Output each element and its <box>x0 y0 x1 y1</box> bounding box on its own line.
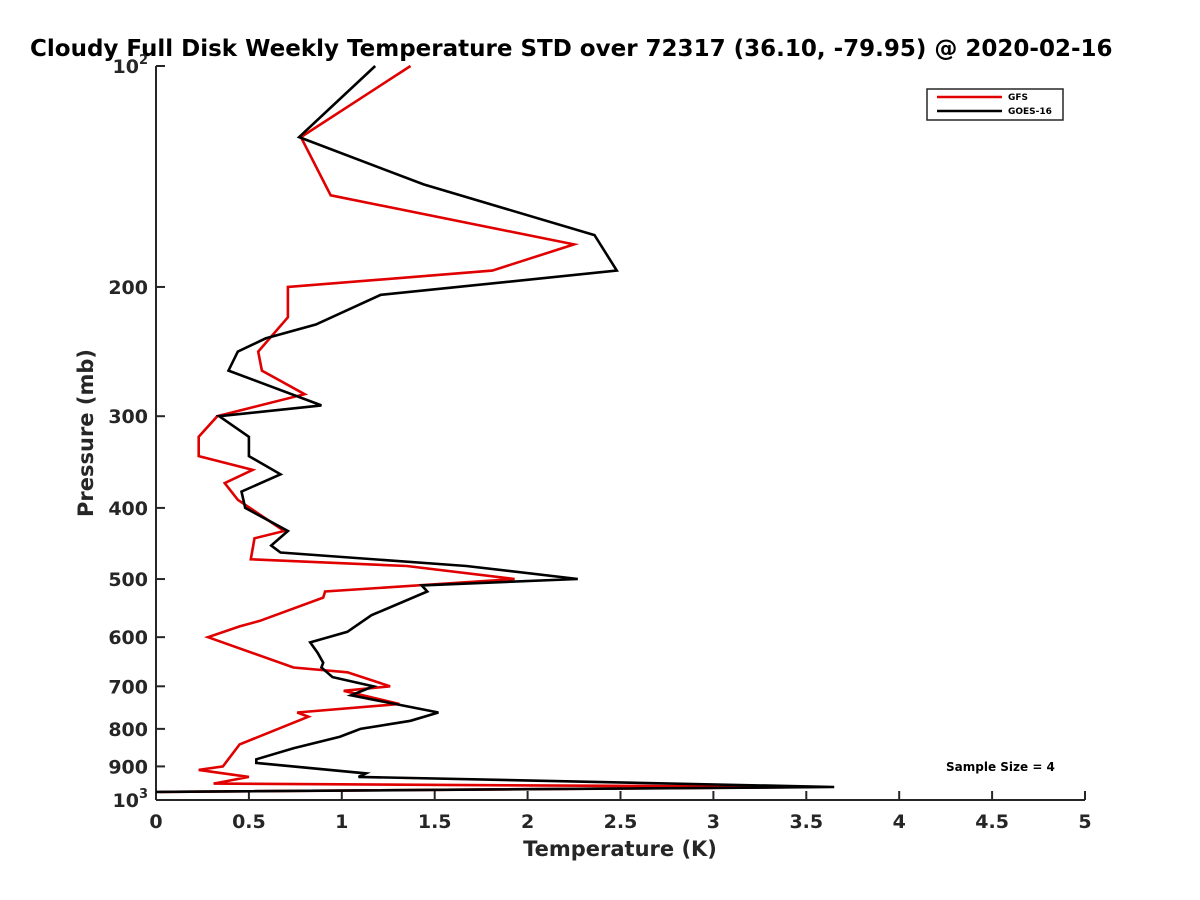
y-tick-label: 103 <box>113 787 149 812</box>
plot-axes: 0 0.5 1 1.5 2 2.5 3 3.5 4 4.5 5 102 200 300 400 500 600 7… <box>108 53 1091 833</box>
y-tick-label: 900 <box>108 756 148 778</box>
x-tick-label: 3 <box>707 811 720 833</box>
y-tick-label: 500 <box>108 569 148 591</box>
y-tick-label: 800 <box>108 719 148 741</box>
series-line-gfs <box>159 64 816 794</box>
x-tick-label: 0.5 <box>232 811 266 833</box>
y-tick-label: 400 <box>108 498 148 520</box>
series-line-goes-16 <box>155 65 835 794</box>
x-tick-label: 2 <box>521 811 534 833</box>
x-tick-label: 3.5 <box>789 811 823 833</box>
x-tick-label: 4.5 <box>975 811 1009 833</box>
y-axis-label: Pressure (mb) <box>74 349 98 517</box>
x-tick-label: 0 <box>149 811 162 833</box>
legend-label-goes-16: GOES-16 <box>1008 107 1052 117</box>
x-tick-label: 5 <box>1078 811 1091 833</box>
x-axis-label: Temperature (K) <box>523 837 717 861</box>
x-tick-label: 4 <box>893 811 906 833</box>
y-tick-label: 102 <box>113 53 149 78</box>
y-tick-label: 300 <box>108 406 148 428</box>
sample-size-annotation: Sample Size = 4 <box>946 760 1055 774</box>
y-tick-label: 600 <box>108 627 148 649</box>
legend-label-gfs: GFS <box>1008 93 1028 103</box>
series-layer <box>155 64 835 794</box>
x-tick-label: 1.5 <box>418 811 452 833</box>
x-tick-label: 1 <box>335 811 348 833</box>
legend-box <box>926 88 1064 121</box>
y-tick-label: 200 <box>108 277 148 299</box>
x-tick-label: 2.5 <box>604 811 638 833</box>
legend: GFS GOES-16 <box>926 88 1064 121</box>
chart-title: Cloudy Full Disk Weekly Temperature STD … <box>30 36 1113 62</box>
y-tick-label: 700 <box>108 676 148 698</box>
